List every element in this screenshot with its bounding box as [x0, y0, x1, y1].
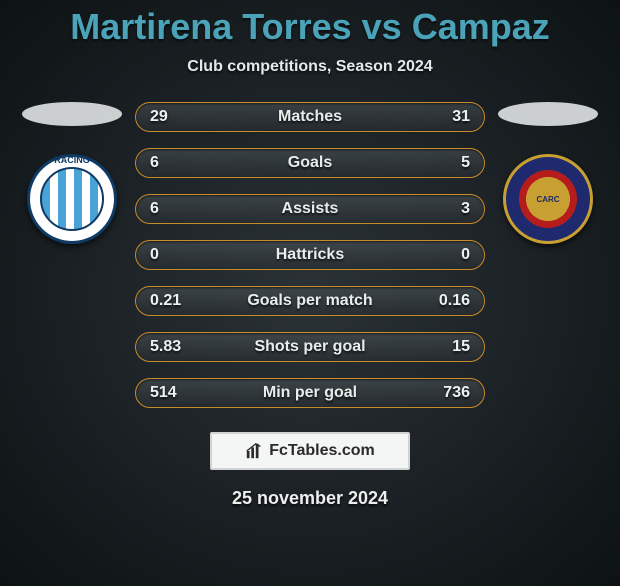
stat-row: 29 Matches 31 — [135, 102, 485, 132]
stat-left-value: 6 — [150, 154, 159, 172]
stat-right-value: 15 — [452, 338, 470, 356]
player-right-slot: CARC — [488, 102, 608, 244]
stat-bars: 29 Matches 31 6 Goals 5 6 Assists 3 0 Ha… — [135, 102, 485, 408]
stat-left-value: 6 — [150, 200, 159, 218]
player-right-silhouette — [498, 102, 598, 126]
stat-label: Assists — [282, 200, 339, 218]
brand-text: FcTables.com — [269, 442, 375, 460]
stat-left-value: 5.83 — [150, 338, 181, 356]
stat-row: 0 Hattricks 0 — [135, 240, 485, 270]
stat-row: 6 Assists 3 — [135, 194, 485, 224]
page-subtitle: Club competitions, Season 2024 — [0, 58, 620, 76]
page-title: Martirena Torres vs Campaz — [0, 6, 620, 48]
branding-box[interactable]: FcTables.com — [210, 432, 410, 470]
stat-row: 6 Goals 5 — [135, 148, 485, 178]
stat-right-value: 0.16 — [439, 292, 470, 310]
player-left-slot — [12, 102, 132, 244]
stat-label: Shots per goal — [254, 338, 365, 356]
club-crest-left — [27, 154, 117, 244]
bar-chart-icon — [245, 442, 263, 460]
stat-right-value: 5 — [461, 154, 470, 172]
stat-label: Min per goal — [263, 384, 357, 402]
stat-left-value: 29 — [150, 108, 168, 126]
stat-row: 0.21 Goals per match 0.16 — [135, 286, 485, 316]
stat-row: 514 Min per goal 736 — [135, 378, 485, 408]
stat-label: Hattricks — [276, 246, 344, 264]
comparison-arena: CARC 29 Matches 31 6 Goals 5 6 Assists 3… — [0, 102, 620, 408]
stat-left-value: 514 — [150, 384, 177, 402]
stat-left-value: 0.21 — [150, 292, 181, 310]
stat-right-value: 31 — [452, 108, 470, 126]
stat-right-value: 3 — [461, 200, 470, 218]
rosario-badge-icon: CARC — [519, 170, 577, 228]
stat-row: 5.83 Shots per goal 15 — [135, 332, 485, 362]
stat-left-value: 0 — [150, 246, 159, 264]
stat-right-value: 736 — [443, 384, 470, 402]
racing-stripes-icon — [40, 167, 104, 231]
stat-label: Matches — [278, 108, 342, 126]
footer-date: 25 november 2024 — [0, 488, 620, 509]
stat-right-value: 0 — [461, 246, 470, 264]
club-crest-right: CARC — [503, 154, 593, 244]
player-left-silhouette — [22, 102, 122, 126]
stat-label: Goals per match — [247, 292, 372, 310]
stat-label: Goals — [288, 154, 332, 172]
